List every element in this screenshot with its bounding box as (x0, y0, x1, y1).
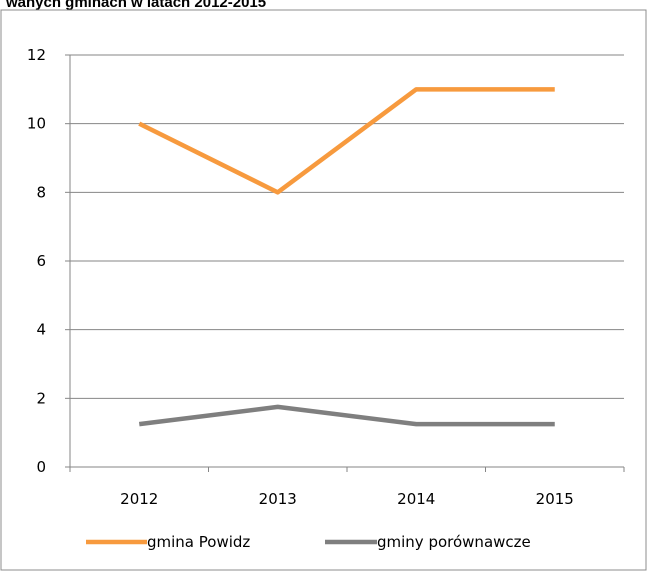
y-tick-label: 10 (27, 115, 46, 133)
x-tick-label: 2014 (397, 490, 435, 508)
x-axis-tick-labels: 2012 2013 2014 2015 (120, 490, 574, 508)
series-line-1 (138, 87, 555, 195)
y-tick-label: 12 (27, 46, 46, 64)
y-tick-label: 6 (36, 252, 46, 270)
x-tick-label: 2012 (120, 490, 158, 508)
y-tick-label: 8 (36, 183, 46, 201)
x-tick-label: 2013 (259, 490, 297, 508)
y-tick-label: 0 (36, 458, 46, 476)
series-lines (138, 87, 555, 427)
y-axis-tick-labels: 0 2 4 6 8 10 12 (27, 46, 46, 476)
chart-area-border (0, 9, 647, 571)
y-tick-label: 4 (36, 321, 46, 339)
legend: gmina Powidz gminy porównawcze (86, 533, 531, 551)
gridlines (70, 54, 624, 399)
series-line-2 (138, 404, 555, 427)
legend-label: gminy porównawcze (377, 533, 531, 551)
y-tick-label: 2 (36, 389, 46, 407)
axes (65, 54, 625, 472)
legend-label: gmina Powidz (147, 533, 250, 551)
chart-title: wanych gminach w latach 2012-2015 (6, 0, 267, 11)
x-tick-label: 2015 (536, 490, 574, 508)
